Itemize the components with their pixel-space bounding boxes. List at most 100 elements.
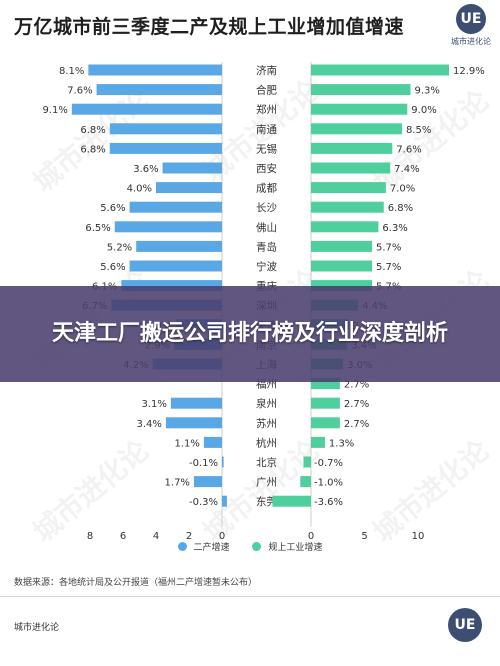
footer-logo: UE xyxy=(448,608,482,642)
left-x-tick: 8 xyxy=(87,531,93,540)
right-bar xyxy=(311,260,372,272)
right-value-label: 5.7% xyxy=(376,242,401,253)
right-value-label: 6.3% xyxy=(382,223,407,234)
right-bar xyxy=(303,456,311,468)
logo: UE 城市进化论 xyxy=(446,4,496,47)
divider xyxy=(0,596,500,597)
left-bar xyxy=(129,260,222,272)
right-value-label: 1.3% xyxy=(329,438,354,449)
left-value-label: 5.6% xyxy=(100,262,125,273)
left-value-label: 3.1% xyxy=(141,399,166,410)
left-value-label: 9.1% xyxy=(42,105,67,116)
city-label: 杭州 xyxy=(256,436,277,449)
right-bar xyxy=(311,84,411,96)
left-value-label: 6.5% xyxy=(85,223,110,234)
left-bar xyxy=(162,162,222,174)
left-x-tick: 2 xyxy=(186,531,192,540)
right-bar xyxy=(311,397,340,409)
right-bar xyxy=(311,142,393,154)
city-label: 佛山 xyxy=(256,221,277,234)
city-label: 南通 xyxy=(256,123,277,136)
city-label: 西安 xyxy=(256,162,277,175)
left-value-label: 4.0% xyxy=(127,184,152,195)
city-label: 济南 xyxy=(256,64,277,77)
city-label: 郑州 xyxy=(256,103,277,116)
right-value-label: 9.0% xyxy=(411,105,436,116)
source-note: 数据来源：各地统计局及公开报道（福州二产增速暂未公布） xyxy=(14,578,258,588)
legend-label-left: 二产增速 xyxy=(193,543,230,553)
left-value-label: 1.7% xyxy=(165,478,190,489)
left-value-label: 3.4% xyxy=(136,419,161,430)
left-value-label: 1.1% xyxy=(174,438,199,449)
left-bar xyxy=(71,103,222,115)
left-bar xyxy=(165,417,222,429)
legend-label-right: 规上工业增速 xyxy=(268,543,323,553)
right-value-label: 9.3% xyxy=(415,86,440,97)
right-x-tick: 5 xyxy=(361,531,367,540)
right-bar xyxy=(311,436,325,448)
right-value-label: -0.7% xyxy=(314,458,343,469)
right-value-label: 6.8% xyxy=(388,203,413,214)
left-value-label: 5.2% xyxy=(107,242,132,253)
logo-text: 城市进化论 xyxy=(451,37,491,46)
left-bar xyxy=(114,221,222,233)
right-bar xyxy=(311,103,408,115)
left-value-label: 8.1% xyxy=(59,66,84,77)
right-bar xyxy=(300,476,311,488)
city-label: 北京 xyxy=(256,456,277,469)
butterfly-chart: 济南 8.1% 12.9% 合肥 7.6% 9.3% 郑州 9.1% 9.0% 南通 6.8% 8.5… xyxy=(42,62,485,540)
left-bar xyxy=(193,476,222,488)
city-label: 东莞 xyxy=(256,495,277,508)
right-bar xyxy=(311,378,340,390)
city-label: 苏州 xyxy=(256,417,277,430)
left-bar xyxy=(222,495,227,507)
right-bar xyxy=(311,123,402,135)
left-value-label: 3.6% xyxy=(133,164,158,175)
left-x-tick: 6 xyxy=(120,531,126,540)
left-x-tick: 4 xyxy=(153,531,159,540)
chart-title: 万亿城市前三季度二产及规上工业增加值增速 xyxy=(14,16,405,38)
city-label: 宁波 xyxy=(256,260,277,273)
right-bar xyxy=(311,240,372,252)
left-bar xyxy=(136,240,222,252)
city-label: 合肥 xyxy=(256,84,277,97)
right-value-label: 2.7% xyxy=(344,419,369,430)
legend: 二产增速 规上工业增速 xyxy=(0,540,500,553)
city-label: 无锡 xyxy=(256,142,277,155)
right-bar xyxy=(311,221,379,233)
right-bar xyxy=(311,201,384,213)
logo-mark: UE xyxy=(456,4,486,34)
left-bar xyxy=(121,280,222,292)
legend-item-left: 二产增速 xyxy=(177,540,230,553)
right-bar xyxy=(311,182,386,194)
right-x-tick: 10 xyxy=(412,531,425,540)
legend-item-right: 规上工业增速 xyxy=(252,540,322,553)
right-x-tick: 0 xyxy=(308,531,314,540)
city-label: 成都 xyxy=(256,183,277,195)
right-value-label: 2.7% xyxy=(344,380,369,391)
left-value-label: 6.8% xyxy=(80,144,105,155)
left-bar xyxy=(156,182,222,194)
left-value-label: -0.3% xyxy=(189,497,218,508)
right-bar xyxy=(272,495,311,507)
left-bar xyxy=(109,142,222,154)
left-value-label: 5.6% xyxy=(100,203,125,214)
banner-title: 天津工厂搬运公司排行榜及行业深度剖析 xyxy=(51,321,448,346)
right-bar xyxy=(311,64,450,76)
legend-dot-right xyxy=(252,542,262,551)
left-bar xyxy=(88,64,222,76)
footer-text: 城市进化论 xyxy=(14,623,60,633)
right-value-label: 7.4% xyxy=(394,164,419,175)
right-value-label: 7.0% xyxy=(390,184,415,195)
left-bar xyxy=(96,84,222,96)
right-value-label: 7.6% xyxy=(396,144,421,155)
right-value-label: 12.9% xyxy=(453,66,485,77)
left-value-label: -0.1% xyxy=(189,458,218,469)
left-value-label: 6.8% xyxy=(80,125,105,136)
right-bar xyxy=(311,162,391,174)
right-value-label: 2.7% xyxy=(344,399,369,410)
left-bar xyxy=(170,397,222,409)
left-bar xyxy=(129,201,222,213)
left-x-tick: 0 xyxy=(219,531,225,540)
left-bar xyxy=(203,436,222,448)
